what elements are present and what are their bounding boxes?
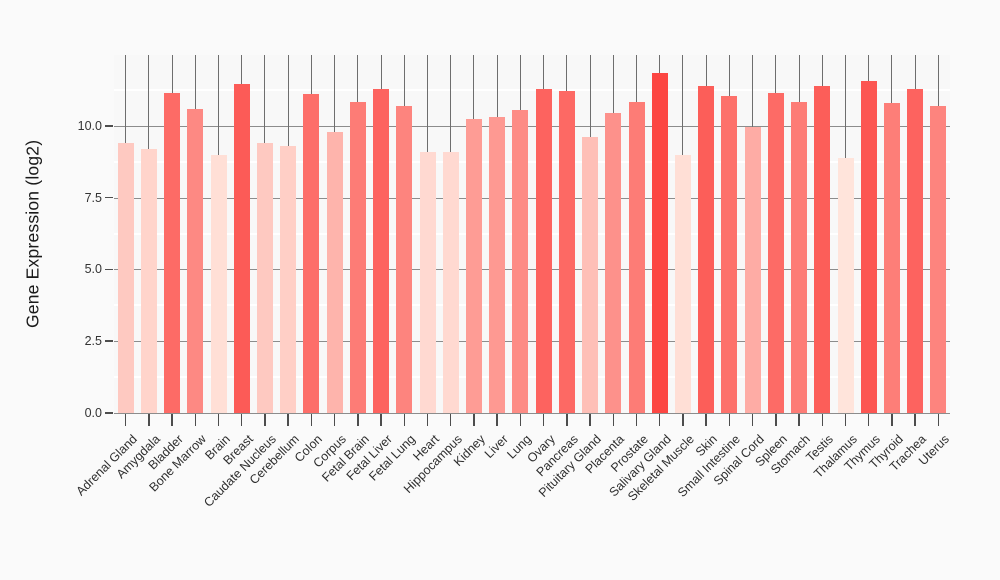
x-tick-pancreas [566,414,568,426]
y-tick-2.5 [105,340,113,342]
x-tick-kidney [473,414,475,426]
y-tick-label-0.0: 0.0 [84,406,102,420]
x-tick-pituitary-gland [589,414,591,426]
gridline-major-7.5 [114,197,950,199]
y-tick-label-5.0: 5.0 [84,262,102,277]
gridline-major-0 [114,413,950,414]
bar-stomach [791,101,808,413]
x-tick-skeletal-muscle [682,414,684,426]
x-tick-fetal-liver [380,414,382,426]
bar-salivary-gland [651,72,668,413]
bar-brain [210,154,227,413]
bar-trachea [907,88,924,413]
gridline-minor-1.25 [114,376,950,379]
x-tick-liver [496,414,498,426]
bar-bladder [164,92,181,413]
bar-kidney [465,118,482,413]
bar-fetal-brain [349,101,366,413]
x-tick-testis [821,414,824,426]
x-tick-bone-marrow [194,414,197,426]
x-tick-adrenal-gland [124,414,127,426]
y-tick-7.5 [105,196,113,199]
bar-prostate [628,101,645,413]
bar-fetal-liver [373,88,390,413]
y-tick-label-7.5: 7.5 [84,190,102,205]
bar-ovary [535,88,552,413]
plot-panel [114,55,950,414]
x-tick-ovary [542,414,545,426]
bar-fetal-lung [396,105,413,413]
x-tick-corpus [333,414,336,426]
gridline-minor-6.25 [114,232,950,235]
bar-breast [233,84,250,413]
x-tick-small-intestine [728,414,731,426]
y-tick-label-2.5: 2.5 [84,334,102,349]
x-tick-cerebellum [287,414,289,426]
bar-spinal-cord [744,127,761,413]
bar-skeletal-muscle [674,154,691,413]
bar-skin [698,85,715,413]
bar-testis [814,85,831,413]
gridline-minor-11.25 [114,89,950,92]
bar-placenta [605,113,622,413]
x-tick-spinal-cord [751,414,754,426]
bar-thyroid [883,102,900,413]
gridline-minor-3.75 [114,304,950,307]
x-tick-salivary-gland [658,414,661,426]
x-tick-brain [217,414,220,426]
y-axis-title: Gene Expression (log2) [22,139,43,329]
bar-bone-marrow [187,108,204,413]
bar-heart [419,151,436,413]
gridline-major-2.5 [114,341,950,343]
x-tick-bladder [171,414,173,426]
gridline-major-5 [114,269,950,271]
bar-pituitary-gland [582,137,599,413]
bar-spleen [767,92,784,413]
x-tick-prostate [635,414,638,426]
bar-adrenal-gland [117,143,134,413]
bar-liver [489,117,506,413]
x-tick-spleen [775,414,777,426]
x-tick-trachea [914,414,916,426]
y-tick-0.0 [105,412,113,414]
bar-colon [303,94,320,413]
y-tick-10.0 [105,125,113,127]
bar-lung [512,110,529,413]
x-tick-caudate-nucleus [264,414,266,426]
x-tick-thalamus [844,414,847,426]
x-tick-thymus [867,414,870,426]
bar-hippocampus [442,151,459,413]
bar-thymus [860,81,877,413]
x-tick-lung [519,414,522,426]
x-tick-amygdala [148,414,150,426]
x-tick-thyroid [891,414,893,426]
y-tick-label-10.0: 10.0 [77,118,102,133]
x-tick-stomach [798,414,800,426]
x-tick-heart [426,414,429,426]
bar-uterus [930,105,947,413]
y-tick-5.0 [105,268,113,271]
bar-small-intestine [721,95,738,413]
bar-thalamus [837,157,854,413]
x-tick-skin [705,414,707,426]
x-tick-colon [310,414,313,426]
bar-caudate-nucleus [256,143,273,413]
x-tick-breast [240,414,243,426]
bar-corpus [326,131,343,413]
gridline-major-10 [114,125,950,127]
bar-cerebellum [280,146,297,413]
bar-pancreas [558,91,575,413]
x-tick-fetal-brain [357,414,359,426]
gridline-minor-8.75 [114,160,950,163]
x-tick-hippocampus [449,414,452,426]
x-tick-fetal-lung [403,414,406,426]
x-tick-uterus [937,414,940,426]
bar-amygdala [140,148,157,413]
x-tick-placenta [612,414,615,426]
